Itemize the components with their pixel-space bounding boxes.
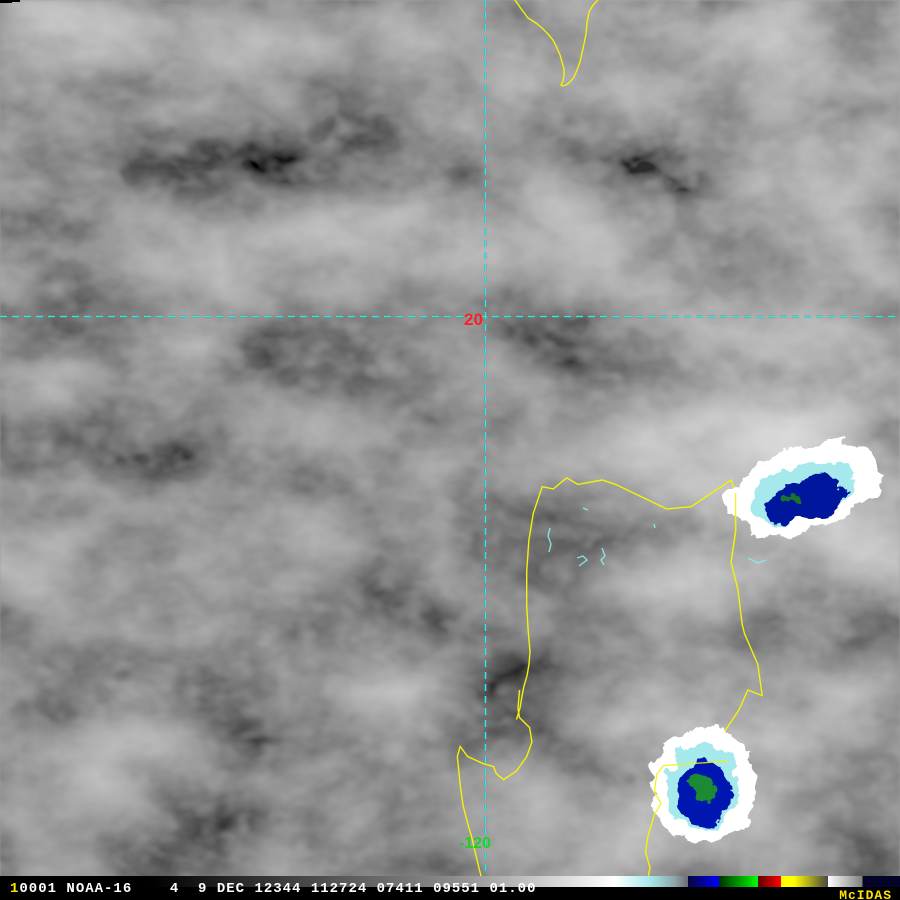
svg-text:-120: -120: [459, 835, 491, 852]
svg-text:20: 20: [464, 310, 483, 329]
